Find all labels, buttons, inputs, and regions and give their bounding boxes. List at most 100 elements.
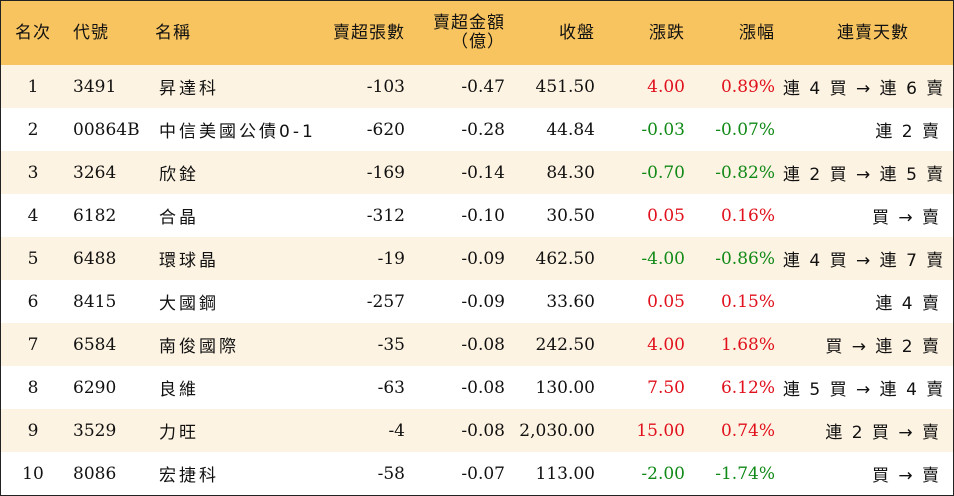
change-cell: -0.03 (641, 119, 685, 140)
header-name[interactable]: 名稱 (155, 22, 191, 43)
header-sell-amount[interactable]: 賣超金額 （億） (413, 1, 513, 65)
rank-cell: 7 (27, 334, 39, 355)
sell-volume-cell: -4 (388, 420, 405, 441)
table-row[interactable]: 4 6182 合晶 -312 -0.10 30.50 0.05 0.16% 買 → 賣 (1, 194, 953, 237)
header-sell-volume[interactable]: 賣超張數 (333, 22, 405, 43)
header-streak[interactable]: 連賣天數 (837, 22, 909, 43)
rank-cell: 1 (27, 76, 39, 97)
change-cell: 7.50 (647, 377, 685, 398)
change-cell: 4.00 (647, 334, 685, 355)
streak-cell: 連 4 買 → 連 7 賣 (783, 251, 946, 271)
change-cell: -2.00 (641, 463, 685, 484)
sell-volume-cell: -58 (377, 463, 405, 484)
rank-cell: 9 (27, 420, 39, 441)
sell-amount-cell: -0.08 (461, 334, 505, 355)
name-cell: 南俊國際 (159, 337, 239, 357)
name-cell: 良維 (159, 380, 199, 400)
streak-cell: 連 5 買 → 連 4 賣 (783, 380, 946, 400)
streak-cell: 連 4 賣 (875, 294, 941, 314)
streak-cell: 連 2 買 → 賣 (825, 423, 941, 443)
code-cell: 6290 (73, 377, 117, 398)
table-row[interactable]: 7 6584 南俊國際 -35 -0.08 242.50 4.00 1.68% 買 → 連 2 … (1, 323, 953, 366)
table-header-row: 名次 代號 名稱 賣超張數 賣超金額 （億） 收盤 漲跌 漲幅 連賣天數 (1, 1, 953, 65)
name-cell: 合晶 (159, 208, 199, 228)
close-cell: 462.50 (535, 248, 595, 269)
streak-cell: 連 4 買 → 連 6 賣 (783, 79, 946, 99)
streak-cell: 買 → 賣 (871, 208, 941, 228)
sell-amount-cell: -0.08 (461, 377, 505, 398)
sell-amount-cell: -0.47 (461, 76, 505, 97)
streak-cell: 連 2 買 → 連 5 賣 (783, 165, 946, 185)
table-row[interactable]: 6 8415 大國鋼 -257 -0.09 33.60 0.05 0.15% 連 4 賣 (1, 280, 953, 323)
header-change[interactable]: 漲跌 (649, 22, 685, 43)
sell-amount-cell: -0.28 (461, 119, 505, 140)
streak-cell: 買 → 連 2 賣 (825, 337, 941, 357)
sell-volume-cell: -169 (366, 162, 405, 183)
close-cell: 44.84 (546, 119, 595, 140)
rank-cell: 6 (27, 291, 39, 312)
code-cell: 6182 (73, 205, 117, 226)
change-cell: 15.00 (636, 420, 685, 441)
sell-amount-cell: -0.09 (461, 291, 505, 312)
close-cell: 451.50 (535, 76, 595, 97)
sell-amount-cell: -0.08 (461, 420, 505, 441)
change-pct-cell: 0.16% (720, 205, 775, 226)
change-cell: 0.05 (647, 291, 685, 312)
code-cell: 6488 (73, 248, 117, 269)
table-row[interactable]: 9 3529 力旺 -4 -0.08 2,030.00 15.00 0.74% 連 2 買 → … (1, 409, 953, 452)
change-pct-cell: -1.74% (715, 463, 775, 484)
header-change-pct[interactable]: 漲幅 (739, 22, 775, 43)
rank-cell: 10 (22, 463, 44, 484)
change-cell: 0.05 (647, 205, 685, 226)
header-rank[interactable]: 名次 (15, 22, 51, 43)
header-sell-amount-line1: 賣超金額 (433, 13, 505, 33)
change-cell: -4.00 (641, 248, 685, 269)
rank-cell: 3 (27, 162, 39, 183)
close-cell: 33.60 (546, 291, 595, 312)
sell-amount-cell: -0.14 (461, 162, 505, 183)
sell-amount-cell: -0.09 (461, 248, 505, 269)
change-pct-cell: -0.82% (715, 162, 775, 183)
sell-volume-cell: -257 (366, 291, 405, 312)
close-cell: 2,030.00 (519, 420, 595, 441)
sell-volume-cell: -312 (366, 205, 405, 226)
table-row[interactable]: 8 6290 良維 -63 -0.08 130.00 7.50 6.12% 連 5 買 → 連 … (1, 366, 953, 409)
table-row[interactable]: 1 3491 昇達科 -103 -0.47 451.50 4.00 0.89% 連 4 買 → … (1, 65, 953, 108)
change-cell: 4.00 (647, 76, 685, 97)
table-row[interactable]: 3 3264 欣銓 -169 -0.14 84.30 -0.70 -0.82% 連 2 買 → … (1, 151, 953, 194)
name-cell: 宏捷科 (159, 466, 219, 486)
header-code[interactable]: 代號 (73, 22, 109, 43)
close-cell: 113.00 (535, 463, 595, 484)
streak-cell: 買 → 賣 (871, 466, 941, 486)
name-cell: 昇達科 (159, 79, 219, 99)
code-cell: 8086 (73, 463, 117, 484)
rank-cell: 5 (27, 248, 39, 269)
change-pct-cell: -0.86% (715, 248, 775, 269)
name-cell: 欣銓 (159, 165, 199, 185)
sell-volume-cell: -63 (377, 377, 405, 398)
change-pct-cell: 6.12% (720, 377, 775, 398)
streak-cell: 連 2 賣 (875, 122, 941, 142)
name-cell: 大國鋼 (159, 294, 219, 314)
close-cell: 242.50 (535, 334, 595, 355)
name-cell: 力旺 (159, 423, 199, 443)
change-pct-cell: 1.68% (720, 334, 775, 355)
close-cell: 84.30 (546, 162, 595, 183)
sell-volume-cell: -620 (366, 119, 405, 140)
change-pct-cell: -0.07% (715, 119, 775, 140)
change-pct-cell: 0.74% (720, 420, 775, 441)
rank-cell: 2 (27, 119, 39, 140)
change-pct-cell: 0.15% (720, 291, 775, 312)
code-cell: 00864B (73, 119, 140, 140)
table-row[interactable]: 10 8086 宏捷科 -58 -0.07 113.00 -2.00 -1.74% 買 → 賣 (1, 452, 953, 495)
name-cell: 中信美國公債0-1 (159, 122, 316, 142)
header-close[interactable]: 收盤 (559, 22, 595, 43)
name-cell: 環球晶 (159, 251, 219, 271)
sell-amount-cell: -0.10 (461, 205, 505, 226)
code-cell: 3529 (73, 420, 117, 441)
sell-volume-cell: -103 (366, 76, 405, 97)
table-row[interactable]: 2 00864B 中信美國公債0-1 -620 -0.28 44.84 -0.03 -0.07… (1, 108, 953, 151)
table-body: 1 3491 昇達科 -103 -0.47 451.50 4.00 0.89% 連 4 買 → … (1, 65, 953, 495)
table-row[interactable]: 5 6488 環球晶 -19 -0.09 462.50 -4.00 -0.86% 連 4 買 →… (1, 237, 953, 280)
